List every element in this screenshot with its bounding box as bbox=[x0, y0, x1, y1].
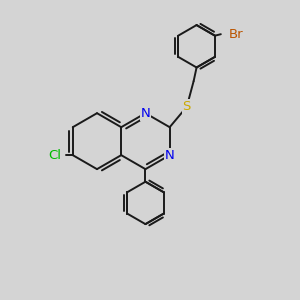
Text: S: S bbox=[183, 100, 191, 113]
Text: N: N bbox=[141, 107, 150, 120]
Text: Cl: Cl bbox=[48, 149, 61, 162]
Text: N: N bbox=[165, 149, 175, 162]
Text: Br: Br bbox=[229, 28, 243, 41]
